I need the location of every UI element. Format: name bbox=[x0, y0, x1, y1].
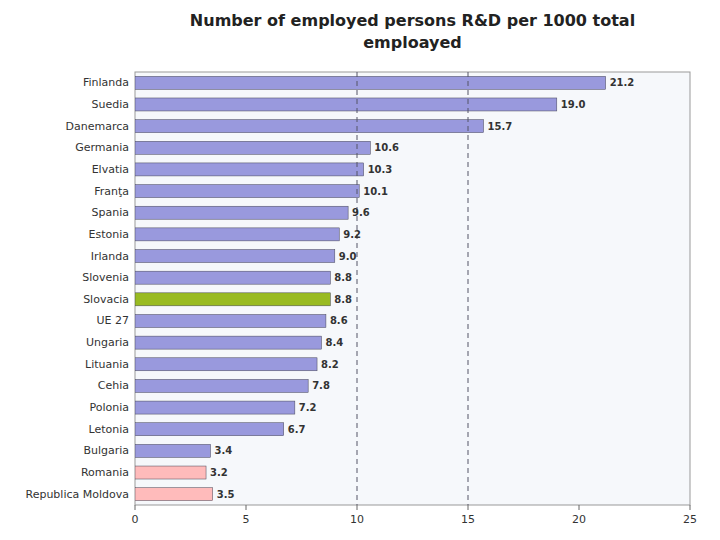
bar bbox=[135, 120, 484, 133]
category-label: Cehia bbox=[98, 379, 129, 392]
bar bbox=[135, 206, 348, 219]
chart: Number of employed persons R&D per 1000 … bbox=[0, 0, 720, 540]
bar bbox=[135, 401, 295, 414]
bar bbox=[135, 250, 335, 263]
category-label: Estonia bbox=[89, 228, 130, 241]
data-label: 8.2 bbox=[321, 359, 339, 370]
category-label: Franţa bbox=[94, 185, 129, 198]
x-tick bbox=[246, 505, 247, 510]
data-label: 15.7 bbox=[488, 121, 513, 132]
category-label: Elvatia bbox=[92, 163, 129, 176]
category-label: Slovacia bbox=[83, 293, 129, 306]
bar bbox=[135, 314, 326, 327]
bar bbox=[135, 444, 210, 457]
category-label: Letonia bbox=[88, 423, 129, 436]
data-label: 8.8 bbox=[334, 294, 352, 305]
data-label: 6.7 bbox=[288, 424, 306, 435]
data-label: 10.1 bbox=[363, 186, 388, 197]
category-label: Republica Moldova bbox=[26, 488, 130, 501]
x-tick bbox=[357, 505, 358, 510]
data-label: 3.5 bbox=[217, 489, 235, 500]
data-label: 21.2 bbox=[610, 77, 635, 88]
bar bbox=[135, 163, 364, 176]
category-label: Danemarca bbox=[66, 120, 129, 133]
data-label: 10.3 bbox=[368, 164, 393, 175]
x-tick-label: 5 bbox=[243, 513, 250, 526]
data-label: 10.6 bbox=[374, 142, 399, 153]
x-tick bbox=[468, 505, 469, 510]
x-tick-label: 0 bbox=[132, 513, 139, 526]
subtitle: emploayed bbox=[363, 33, 462, 52]
category-label: Spania bbox=[92, 206, 129, 219]
category-label: Ungaria bbox=[86, 336, 129, 349]
bar bbox=[135, 423, 284, 436]
data-label: 7.2 bbox=[299, 402, 317, 413]
data-label: 7.8 bbox=[312, 380, 330, 391]
title: Number of employed persons R&D per 1000 … bbox=[190, 11, 635, 30]
reference-line bbox=[357, 72, 358, 505]
bar bbox=[135, 488, 213, 501]
data-label: 8.8 bbox=[334, 272, 352, 283]
bar bbox=[135, 76, 606, 89]
x-tick-label: 10 bbox=[350, 513, 364, 526]
x-tick bbox=[579, 505, 580, 510]
data-label: 9.0 bbox=[339, 251, 357, 262]
category-label: Slovenia bbox=[82, 271, 129, 284]
bar bbox=[135, 141, 370, 154]
data-label: 9.2 bbox=[343, 229, 361, 240]
category-label: Romania bbox=[81, 466, 129, 479]
bar bbox=[135, 185, 359, 198]
data-label: 3.4 bbox=[214, 445, 232, 456]
bar bbox=[135, 379, 308, 392]
data-label: 9.6 bbox=[352, 207, 370, 218]
bar bbox=[135, 98, 557, 111]
reference-line bbox=[468, 72, 469, 505]
bar bbox=[135, 228, 339, 241]
bar bbox=[135, 358, 317, 371]
category-label: Finlanda bbox=[83, 76, 129, 89]
category-label: Germania bbox=[75, 141, 129, 154]
x-tick bbox=[135, 505, 136, 510]
bar bbox=[135, 293, 330, 306]
x-tick-label: 20 bbox=[572, 513, 586, 526]
data-label: 8.6 bbox=[330, 315, 348, 326]
data-label: 3.2 bbox=[210, 467, 228, 478]
category-label: Lituania bbox=[85, 358, 129, 371]
x-tick-label: 15 bbox=[461, 513, 475, 526]
category-label: Bulgaria bbox=[83, 444, 129, 457]
bar bbox=[135, 336, 321, 349]
x-tick bbox=[690, 505, 691, 510]
plot-area bbox=[135, 72, 606, 505]
data-label: 8.4 bbox=[325, 337, 343, 348]
bar bbox=[135, 466, 206, 479]
category-label: UE 27 bbox=[97, 314, 130, 327]
data-label: 19.0 bbox=[561, 99, 586, 110]
x-tick-label: 25 bbox=[683, 513, 697, 526]
category-label: Irlanda bbox=[91, 250, 129, 263]
category-label: Polonia bbox=[89, 401, 129, 414]
plot-frame bbox=[135, 72, 690, 505]
bar bbox=[135, 271, 330, 284]
category-label: Suedia bbox=[91, 98, 129, 111]
